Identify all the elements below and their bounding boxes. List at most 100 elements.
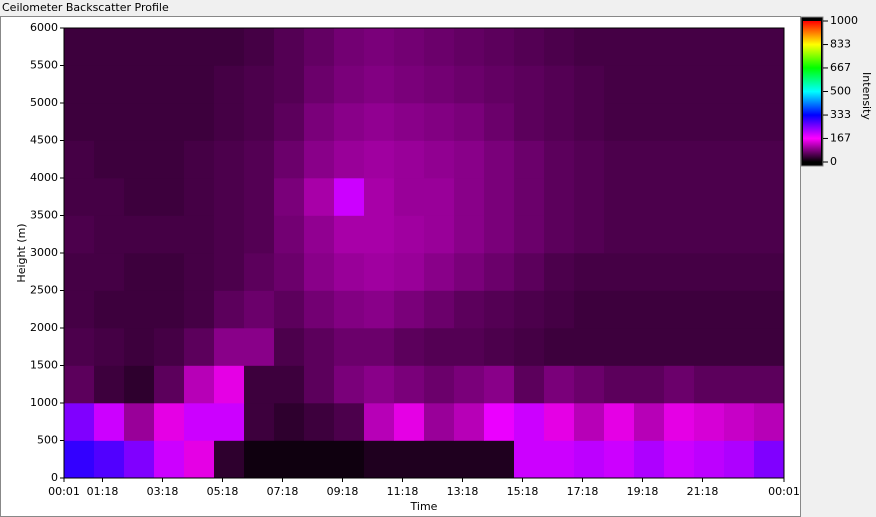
- heat-cell: [514, 328, 545, 366]
- heat-cell: [304, 103, 335, 141]
- heat-cell: [274, 403, 305, 441]
- heat-cell: [544, 28, 575, 66]
- heat-cell: [64, 65, 95, 104]
- heat-cell: [694, 253, 725, 291]
- heat-cell: [184, 140, 215, 179]
- heat-cell: [184, 65, 215, 104]
- heat-cell: [754, 178, 785, 216]
- heat-cell: [214, 28, 245, 66]
- x-tick-label: 13:18: [447, 485, 479, 498]
- heat-cell: [334, 253, 365, 291]
- y-tick-label: 500: [37, 434, 58, 447]
- heat-cell: [724, 215, 755, 254]
- heat-cell: [244, 140, 275, 179]
- heat-cell: [694, 65, 725, 104]
- heat-cell: [514, 140, 545, 179]
- heat-cell: [364, 28, 395, 66]
- heat-cell: [754, 65, 785, 104]
- heat-cell: [94, 403, 125, 441]
- heat-cell: [154, 440, 185, 479]
- heat-cell: [424, 328, 455, 366]
- heat-cell: [274, 178, 305, 216]
- heat-cell: [244, 440, 275, 479]
- heat-cell: [154, 403, 185, 441]
- heat-cell: [634, 65, 665, 104]
- heat-cell: [664, 328, 695, 366]
- heat-cell: [184, 178, 215, 216]
- heat-cell: [304, 178, 335, 216]
- heat-cell: [724, 103, 755, 141]
- heat-cell: [64, 178, 95, 216]
- heat-cell: [394, 65, 425, 104]
- heat-cell: [754, 440, 785, 479]
- heat-cell: [364, 253, 395, 291]
- heat-cell: [514, 103, 545, 141]
- heat-cell: [304, 403, 335, 441]
- heat-cell: [334, 65, 365, 104]
- heat-cell: [94, 253, 125, 291]
- heat-cell: [124, 140, 155, 179]
- heat-cell: [604, 178, 635, 216]
- heat-cell: [724, 140, 755, 179]
- y-tick-label: 1500: [30, 359, 58, 372]
- heat-cell: [574, 65, 605, 104]
- heat-cell: [634, 290, 665, 329]
- heat-cell: [634, 365, 665, 404]
- heat-cell: [574, 328, 605, 366]
- heat-cell: [604, 215, 635, 254]
- heat-cell: [304, 28, 335, 66]
- heat-cell: [154, 365, 185, 404]
- heat-cell: [214, 365, 245, 404]
- y-tick-label: 0: [51, 471, 58, 484]
- heat-cell: [664, 28, 695, 66]
- heat-cell: [454, 253, 485, 291]
- heat-cell: [424, 215, 455, 254]
- heat-cell: [394, 365, 425, 404]
- heat-cell: [154, 290, 185, 329]
- heat-cell: [664, 65, 695, 104]
- heat-cell: [184, 103, 215, 141]
- heat-cell: [124, 440, 155, 479]
- heat-cell: [544, 365, 575, 404]
- heat-cell: [334, 28, 365, 66]
- heat-cell: [364, 440, 395, 479]
- heat-cell: [244, 328, 275, 366]
- heat-cell: [184, 403, 215, 441]
- heat-cell: [754, 328, 785, 366]
- x-tick-label: 00:01: [48, 485, 80, 498]
- heat-cell: [754, 215, 785, 254]
- heat-cell: [604, 365, 635, 404]
- heat-cell: [574, 290, 605, 329]
- colorbar-tick-label: 667: [830, 61, 851, 74]
- heat-cell: [124, 328, 155, 366]
- heat-cell: [424, 178, 455, 216]
- heat-cell: [544, 440, 575, 479]
- heat-cell: [394, 215, 425, 254]
- heat-cell: [184, 365, 215, 404]
- heat-cell: [424, 440, 455, 479]
- heat-cell: [244, 65, 275, 104]
- heat-cell: [244, 365, 275, 404]
- heat-cell: [634, 215, 665, 254]
- heat-cell: [214, 290, 245, 329]
- heat-cell: [754, 28, 785, 66]
- heat-cell: [184, 253, 215, 291]
- heat-cell: [574, 178, 605, 216]
- y-axis-label: Height (m): [15, 223, 28, 282]
- heat-cell: [64, 290, 95, 329]
- heat-cell: [574, 440, 605, 479]
- x-tick-label: 11:18: [387, 485, 419, 498]
- heat-cell: [574, 140, 605, 179]
- heat-cell: [574, 365, 605, 404]
- heat-cell: [604, 290, 635, 329]
- heat-cell: [64, 440, 95, 479]
- heat-cell: [544, 328, 575, 366]
- heat-cell: [514, 440, 545, 479]
- heat-cell: [664, 403, 695, 441]
- heat-cell: [664, 215, 695, 254]
- heat-cell: [364, 140, 395, 179]
- x-tick-label: 03:18: [147, 485, 179, 498]
- heat-cell: [694, 178, 725, 216]
- heat-cell: [514, 178, 545, 216]
